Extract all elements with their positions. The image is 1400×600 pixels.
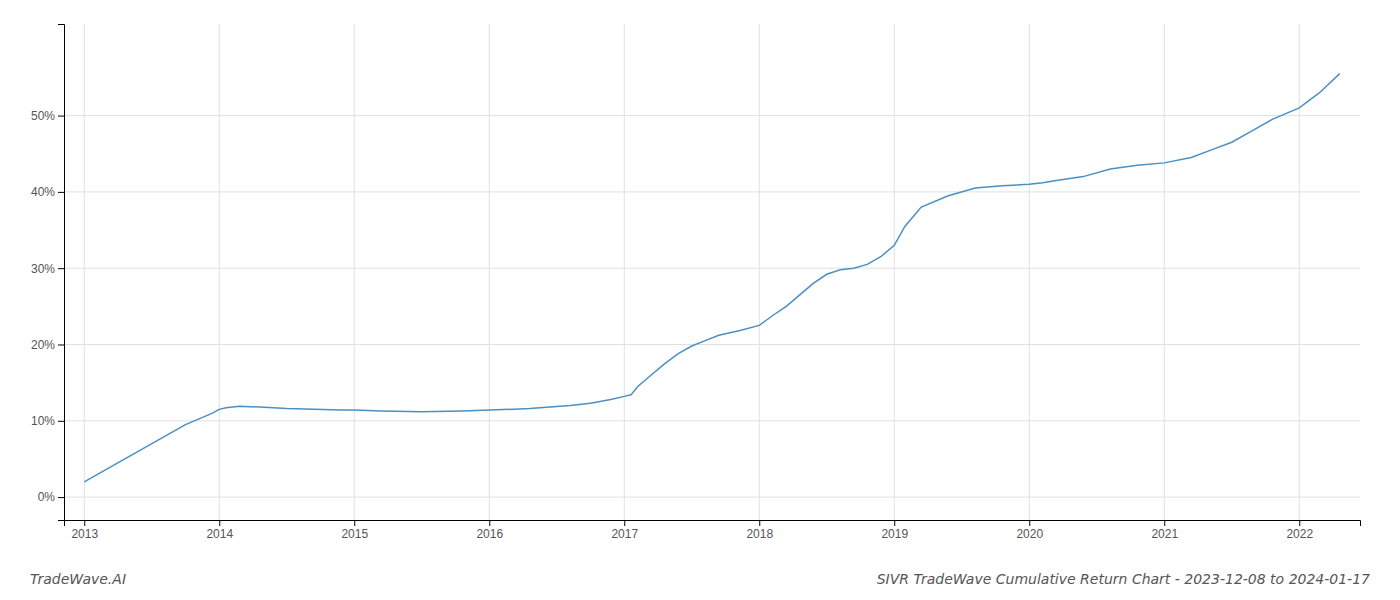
grid-line-y bbox=[64, 497, 1360, 498]
y-tick: 40% bbox=[31, 185, 64, 199]
y-tick: 20% bbox=[31, 338, 64, 352]
grid-line-x bbox=[219, 24, 220, 520]
x-axis-line bbox=[65, 521, 1361, 527]
x-tick-mark bbox=[759, 520, 760, 526]
grid-line-y bbox=[64, 115, 1360, 116]
y-tick-label: 30% bbox=[31, 262, 55, 276]
x-tick-label: 2022 bbox=[1286, 527, 1313, 541]
x-tick: 2022 bbox=[1286, 520, 1313, 541]
x-tick-mark bbox=[894, 520, 895, 526]
x-tick-mark bbox=[1029, 520, 1030, 526]
x-axis: 2013 2014 2015 2016 2017 2018 2019 2020 2021 2022 bbox=[65, 520, 1361, 541]
y-tick-mark bbox=[58, 497, 64, 498]
x-tick-label: 2014 bbox=[206, 527, 233, 541]
grid-line-x bbox=[489, 24, 490, 520]
x-tick-label: 2021 bbox=[1151, 527, 1178, 541]
y-tick-label: 10% bbox=[31, 414, 55, 428]
chart: 2013 2014 2015 2016 2017 2018 2019 2020 2021 2022… bbox=[0, 0, 1400, 600]
x-tick-label: 2015 bbox=[341, 527, 368, 541]
x-tick: 2020 bbox=[1016, 520, 1043, 541]
y-tick: 10% bbox=[31, 414, 64, 428]
y-tick-label: 40% bbox=[31, 185, 55, 199]
grid-line-x bbox=[1029, 24, 1030, 520]
y-tick: 0% bbox=[38, 490, 64, 504]
y-tick-label: 20% bbox=[31, 338, 55, 352]
grid-line-x bbox=[1299, 24, 1300, 520]
title: SIVR TradeWave Cumulative Return Chart -… bbox=[877, 571, 1370, 587]
x-tick: 2017 bbox=[611, 520, 638, 541]
x-tick-mark bbox=[1299, 520, 1300, 526]
y-tick-label: 0% bbox=[38, 490, 56, 504]
y-tick-mark bbox=[58, 421, 64, 422]
x-tick-mark bbox=[1164, 520, 1165, 526]
x-tick-mark bbox=[84, 520, 85, 526]
y-axis-line bbox=[58, 25, 65, 521]
y-tick-label: 50% bbox=[31, 109, 55, 123]
x-tick-label: 2013 bbox=[71, 527, 98, 541]
x-tick-mark bbox=[219, 520, 220, 526]
y-tick-mark bbox=[58, 192, 64, 193]
grid-line-x bbox=[354, 24, 355, 520]
x-tick: 2013 bbox=[71, 520, 98, 541]
grid-line-y bbox=[64, 420, 1360, 421]
grid-line-y bbox=[64, 344, 1360, 345]
x-tick: 2019 bbox=[881, 520, 908, 541]
x-tick: 2021 bbox=[1151, 520, 1178, 541]
grid bbox=[64, 24, 1360, 520]
x-tick: 2018 bbox=[746, 520, 773, 541]
line bbox=[84, 74, 1340, 482]
x-tick-mark bbox=[489, 520, 490, 526]
grid-line-y bbox=[64, 191, 1360, 192]
y-tick-mark bbox=[58, 268, 64, 269]
y-tick-mark bbox=[58, 344, 64, 345]
x-tick-label: 2016 bbox=[476, 527, 503, 541]
y-axis: 0% 10% 20% 30% 40% 50% bbox=[31, 25, 65, 521]
y-tick: 50% bbox=[31, 109, 64, 123]
x-tick: 2014 bbox=[206, 520, 233, 541]
x-tick: 2016 bbox=[476, 520, 503, 541]
grid-line-y bbox=[64, 268, 1360, 269]
x-tick-label: 2019 bbox=[881, 527, 908, 541]
grid-line-x bbox=[84, 24, 85, 520]
y-tick: 30% bbox=[31, 262, 64, 276]
plot-area: 2013 2014 2015 2016 2017 2018 2019 2020 2021 2022… bbox=[31, 24, 1361, 541]
x-tick-label: 2017 bbox=[611, 527, 638, 541]
x-tick-mark bbox=[624, 520, 625, 526]
grid-line-x bbox=[624, 24, 625, 520]
x-tick-label: 2018 bbox=[746, 527, 773, 541]
grid-line-x bbox=[894, 24, 895, 520]
grid-line-x bbox=[1164, 24, 1165, 520]
x-tick-mark bbox=[354, 520, 355, 526]
series-group bbox=[84, 74, 1340, 482]
annotation: TradeWave.AI bbox=[30, 571, 126, 587]
y-tick-mark bbox=[58, 116, 64, 117]
x-tick-label: 2020 bbox=[1016, 527, 1043, 541]
grid-line-x bbox=[759, 24, 760, 520]
x-tick: 2015 bbox=[341, 520, 368, 541]
